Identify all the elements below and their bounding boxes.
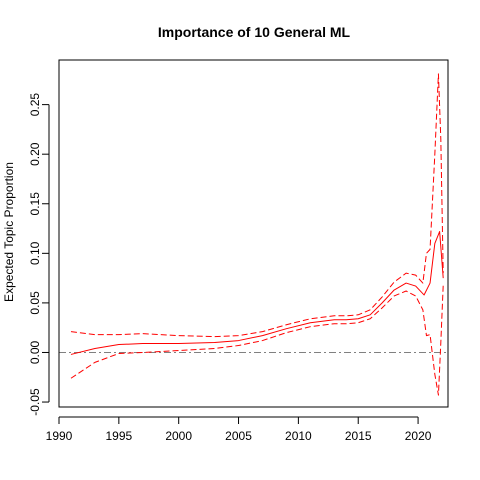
y-tick-label: 0.05: [28, 291, 42, 315]
y-tick-label: -0.05: [28, 388, 42, 416]
x-tick-label: 2015: [345, 429, 372, 443]
y-tick-label: 0.10: [28, 241, 42, 265]
plot-frame: [58, 59, 449, 408]
x-tick-label: 2005: [225, 429, 252, 443]
y-tick-label: 0.25: [28, 93, 42, 117]
x-tick-label: 2010: [285, 429, 312, 443]
chart-title: Importance of 10 General ML: [158, 24, 351, 40]
x-tick-label: 1995: [105, 429, 132, 443]
axes: 1990 1995 2000 2005 2010 2015 2020 -0.05 0.00 0.0…: [28, 93, 432, 443]
series-line-estimate: [70, 231, 444, 355]
y-axis-label: Expected Topic Proportion: [2, 162, 16, 302]
y-tick-label: 0.00: [28, 340, 42, 364]
x-tick-label: 1990: [46, 429, 73, 443]
plot-area: [59, 73, 448, 396]
x-tick-label: 2020: [405, 429, 432, 443]
y-tick-label: 0.20: [28, 142, 42, 166]
y-tick-label: 0.15: [28, 192, 42, 216]
series-line-upper-bound: [70, 73, 444, 338]
x-tick-label: 2000: [165, 429, 192, 443]
